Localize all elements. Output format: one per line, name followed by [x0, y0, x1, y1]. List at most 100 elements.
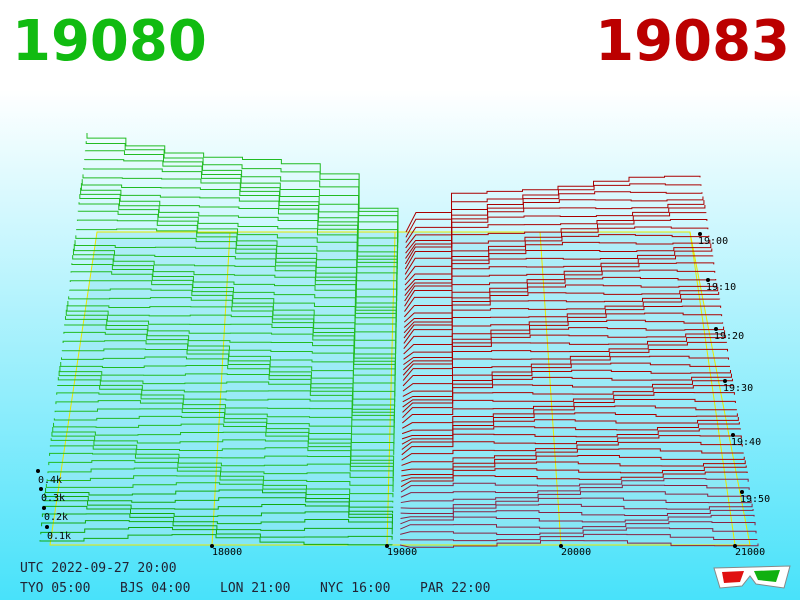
- ask-line: [405, 183, 702, 238]
- bid-line: [52, 426, 395, 461]
- ask-line: [400, 508, 754, 519]
- bid-line: [45, 487, 394, 508]
- bid-line: [43, 499, 394, 519]
- bid-line: [71, 263, 397, 333]
- bid-line: [78, 202, 398, 286]
- ask-line: [404, 212, 707, 265]
- bid-line: [59, 366, 396, 413]
- ask-line: [403, 330, 726, 366]
- bid-line: [62, 340, 396, 392]
- bid-line: [39, 534, 393, 546]
- price-label: 20000: [561, 547, 591, 558]
- ask-line: [405, 175, 701, 233]
- ask-line: [404, 239, 711, 286]
- bid-line: [53, 415, 395, 450]
- time-tick: [723, 379, 727, 383]
- ask-line: [403, 283, 718, 323]
- ask-line: [401, 435, 742, 456]
- ask-line: [401, 441, 743, 461]
- ask-line: [403, 286, 719, 328]
- glasses-icon: [713, 565, 791, 589]
- ask-line: [400, 497, 752, 509]
- floor-line: [539, 231, 562, 546]
- ask-line: [400, 471, 748, 488]
- depth-label: 0.4k: [38, 475, 62, 486]
- ask-line: [402, 362, 730, 392]
- depth-lines: [39, 133, 759, 548]
- time-tick: [731, 433, 735, 437]
- price-label: 19000: [387, 547, 417, 558]
- bid-line: [41, 513, 393, 530]
- depth-tick: [42, 506, 46, 510]
- utc-time: UTC 2022-09-27 20:00: [20, 561, 177, 576]
- ask-line: [404, 269, 716, 312]
- ask-line: [403, 305, 722, 344]
- ask-line: [402, 369, 731, 397]
- ask-line: [401, 465, 747, 482]
- price-tick: [559, 544, 563, 548]
- ask-line: [402, 341, 728, 376]
- ask-line: [405, 205, 706, 259]
- price-tick: [210, 544, 214, 548]
- timezone: TYO 05:00: [20, 581, 90, 596]
- bid-line: [61, 348, 396, 397]
- ask-line: [404, 262, 715, 307]
- ask-line: [400, 527, 757, 535]
- ask-line: [400, 491, 751, 504]
- price-tick: [733, 544, 737, 548]
- bid-line: [44, 492, 394, 514]
- time-label: 19:10: [706, 282, 736, 293]
- ask-line: [402, 348, 729, 381]
- ask-price: 19083: [595, 9, 790, 74]
- bid-line: [53, 422, 395, 455]
- ask-line: [401, 460, 746, 477]
- ask-line: [404, 234, 710, 281]
- ask-line: [400, 514, 755, 525]
- ask-line: [403, 276, 717, 318]
- ask-line: [403, 326, 725, 360]
- ask-line: [401, 454, 745, 472]
- bid-line: [48, 460, 394, 487]
- bid-line: [49, 445, 394, 477]
- axis-labels: 18000 19000 20000 21000 0.4k 0.3k 0.2k 0.1k 19:0…: [20, 232, 770, 596]
- ask-line: [402, 385, 734, 413]
- bid-line: [55, 400, 395, 439]
- bid-line: [70, 271, 397, 339]
- floor-line: [211, 231, 231, 546]
- ask-line: [402, 398, 736, 424]
- bid-line: [68, 288, 397, 349]
- timezone: BJS 04:00: [120, 581, 190, 596]
- bid-line: [68, 296, 397, 355]
- bid-line: [79, 194, 398, 280]
- bid-line: [85, 141, 399, 238]
- ask-line: [404, 226, 709, 275]
- ask-line: [401, 428, 741, 450]
- ask-line: [403, 298, 721, 339]
- ask-line: [404, 248, 713, 296]
- ask-line: [399, 540, 759, 548]
- ask-line: [400, 521, 756, 530]
- bid-line: [50, 438, 394, 471]
- ask-line: [402, 373, 732, 403]
- bid-line: [76, 228, 398, 301]
- time-label: 19:40: [731, 437, 761, 448]
- ask-line: [400, 478, 749, 493]
- timezone: LON 21:00: [220, 581, 290, 596]
- bid-line: [49, 452, 394, 482]
- time-tick: [714, 327, 718, 331]
- ask-line: [401, 405, 737, 429]
- ask-line: [403, 312, 723, 350]
- ask-line: [403, 291, 720, 334]
- bid-line: [64, 316, 396, 376]
- bid-line: [54, 408, 395, 445]
- bid-line: [46, 475, 394, 498]
- bid-line: [40, 526, 393, 540]
- floor-line: [689, 231, 736, 546]
- time-tick: [740, 490, 744, 494]
- bid-line: [77, 210, 398, 291]
- bid-line: [67, 301, 397, 360]
- depth-tick: [45, 525, 49, 529]
- bid-line: [75, 235, 398, 307]
